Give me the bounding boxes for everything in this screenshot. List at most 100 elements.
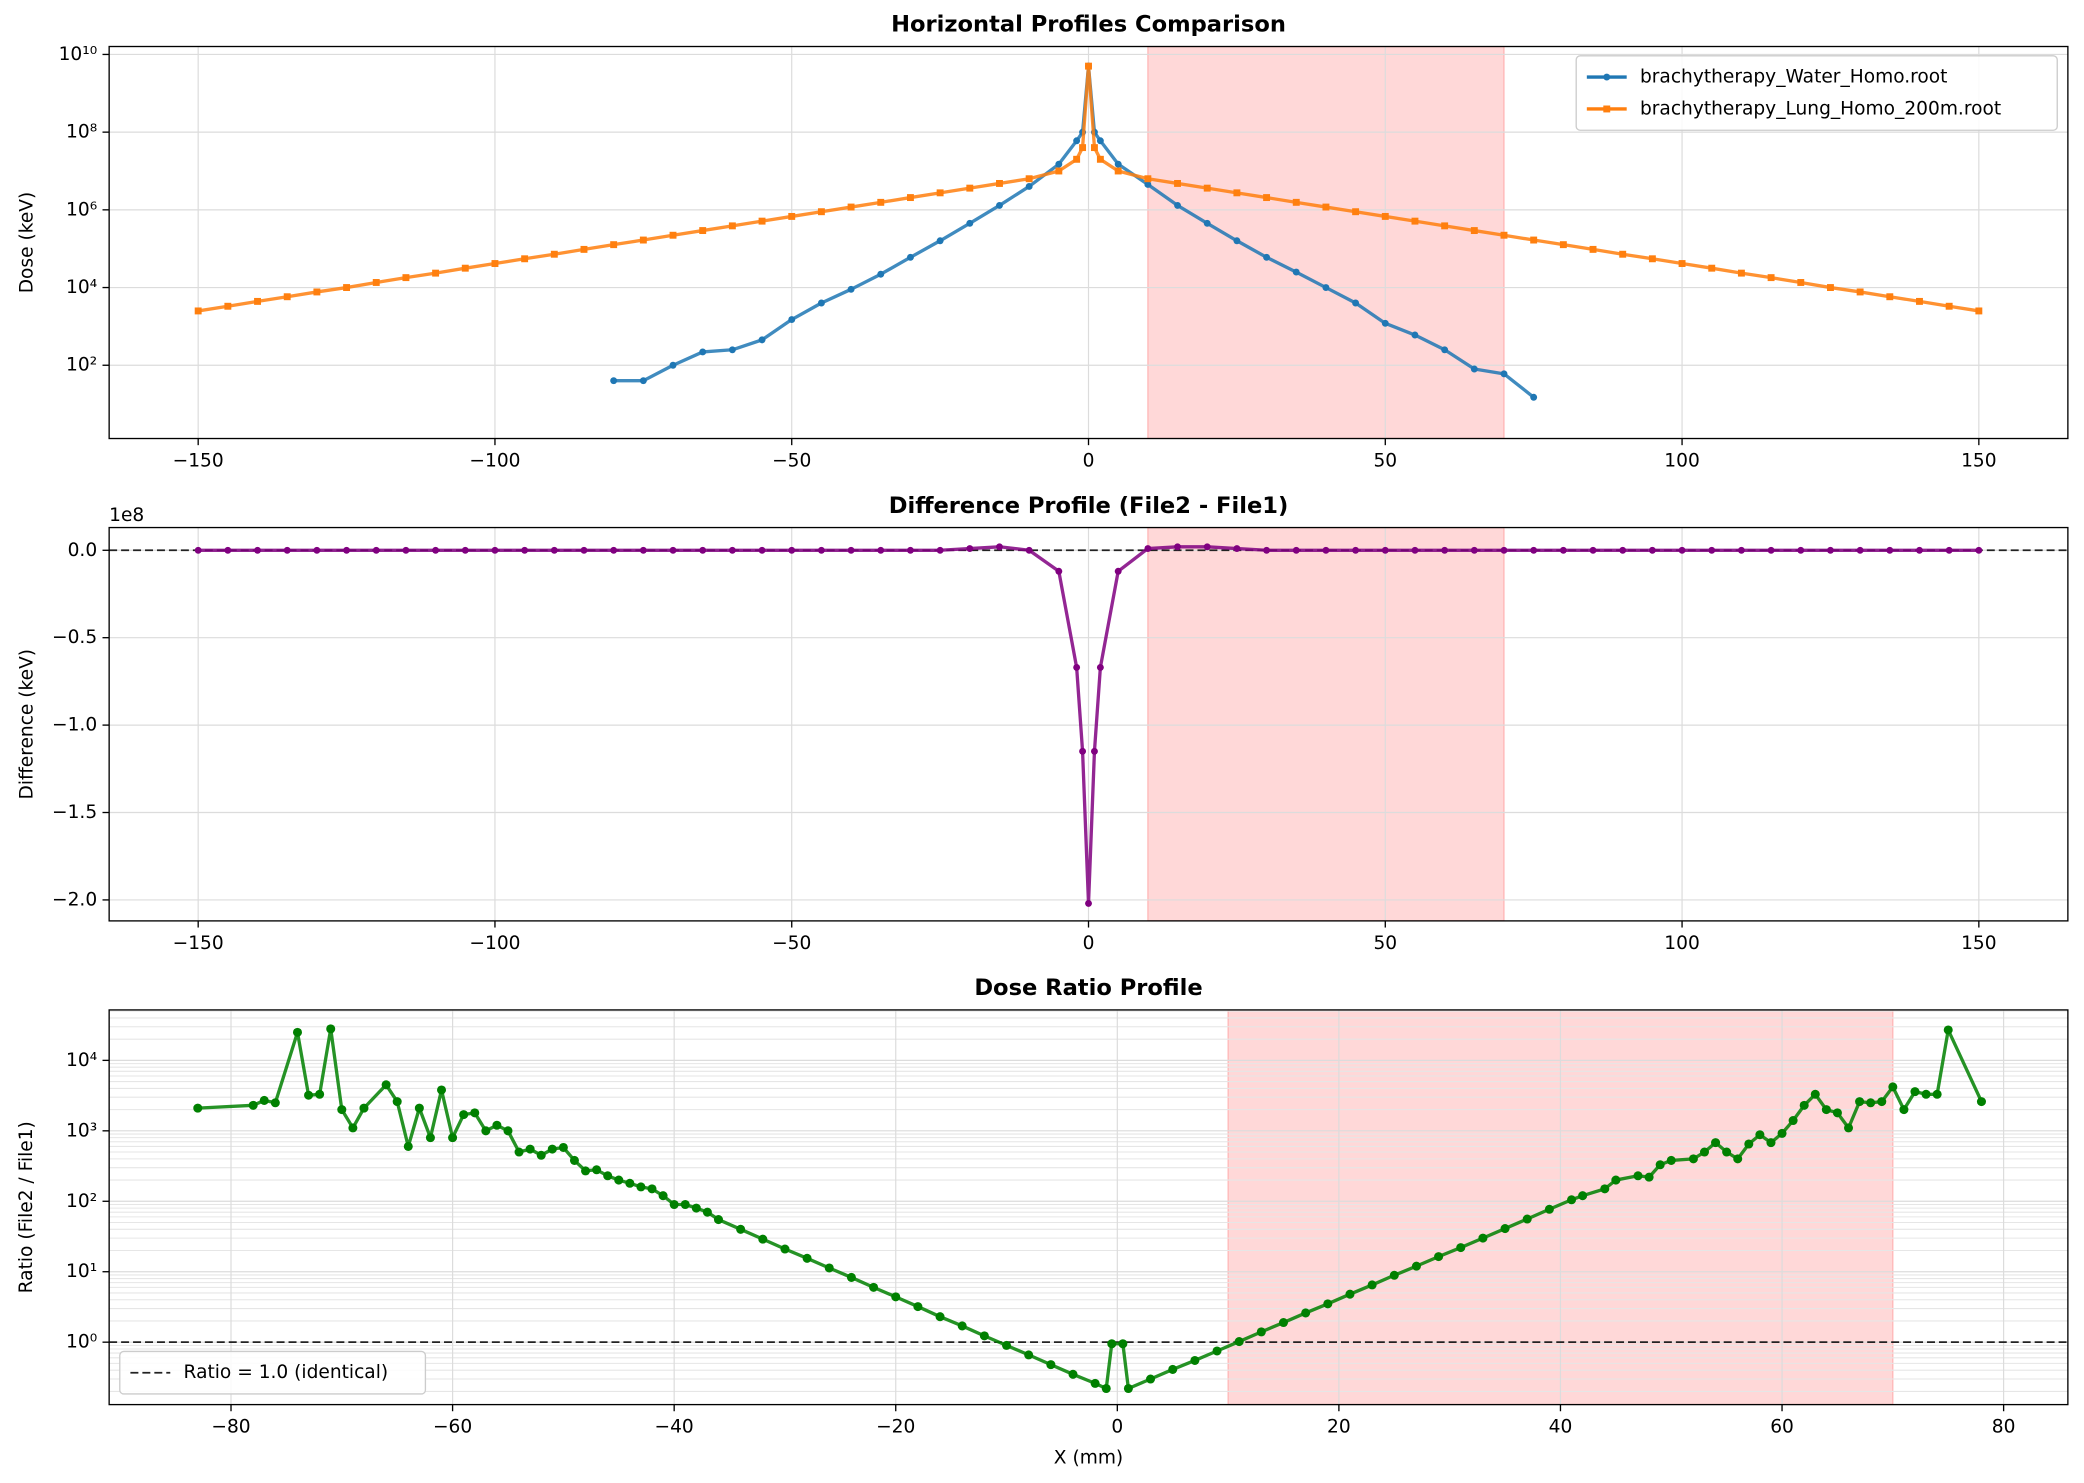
data-point xyxy=(658,1191,668,1201)
data-point xyxy=(343,546,351,554)
y-tick-label: 10⁸ xyxy=(66,122,97,143)
data-point xyxy=(966,219,974,227)
data-point xyxy=(869,1282,879,1292)
y-tick-label: 0.0 xyxy=(68,540,98,561)
data-point xyxy=(1174,201,1181,209)
data-point xyxy=(1544,1204,1554,1214)
data-point xyxy=(1945,546,1953,554)
data-point xyxy=(1073,155,1081,163)
data-point xyxy=(1114,167,1122,175)
plot-area xyxy=(109,46,2068,439)
data-point xyxy=(313,546,321,554)
data-point xyxy=(728,222,736,230)
data-point xyxy=(1345,1289,1355,1299)
data-point xyxy=(1737,546,1745,554)
data-point xyxy=(1711,1138,1721,1148)
x-tick-label: −50 xyxy=(772,451,811,472)
chart-title: Dose Ratio Profile xyxy=(974,975,1202,1001)
data-point xyxy=(1678,546,1686,554)
data-point xyxy=(1203,184,1211,192)
data-point xyxy=(1123,1383,1133,1394)
data-point xyxy=(1826,284,1834,292)
data-point xyxy=(906,253,914,261)
data-point xyxy=(1114,567,1122,575)
x-tick-label: −60 xyxy=(433,1417,472,1438)
data-point xyxy=(1292,546,1300,554)
data-point xyxy=(758,217,766,225)
data-point xyxy=(1589,245,1597,253)
data-point xyxy=(1411,331,1419,339)
data-point xyxy=(1810,1089,1820,1099)
data-point xyxy=(194,546,202,554)
data-point xyxy=(1821,1105,1831,1115)
data-point xyxy=(521,546,529,554)
data-point xyxy=(1090,144,1098,152)
data-point xyxy=(1073,137,1081,145)
data-point xyxy=(1233,189,1241,197)
data-point xyxy=(1263,253,1271,261)
data-point xyxy=(1567,1195,1577,1205)
data-point xyxy=(614,1175,624,1185)
data-point xyxy=(1263,546,1271,554)
data-point xyxy=(1500,546,1508,554)
data-point xyxy=(1678,260,1686,267)
x-tick-label: −40 xyxy=(655,1417,694,1438)
data-point xyxy=(503,1126,513,1136)
x-tick-label: 40 xyxy=(1549,1417,1573,1438)
data-point xyxy=(337,1105,347,1115)
data-point xyxy=(514,1147,524,1157)
data-point xyxy=(1600,1184,1610,1194)
data-point xyxy=(343,284,351,292)
data-point xyxy=(304,1090,314,1100)
data-point xyxy=(1085,899,1092,907)
x-tick-label: 0 xyxy=(1083,933,1095,954)
data-point xyxy=(1322,546,1330,554)
data-point xyxy=(292,1027,303,1037)
data-point xyxy=(1877,1097,1887,1107)
data-point xyxy=(1856,288,1864,296)
x-tick-label: 100 xyxy=(1664,451,1700,472)
data-point xyxy=(1233,237,1241,245)
data-point xyxy=(758,1234,768,1244)
data-point xyxy=(1500,1224,1510,1234)
data-point xyxy=(996,179,1003,187)
data-point xyxy=(847,203,855,211)
data-point xyxy=(461,546,469,554)
legend-box xyxy=(119,1350,427,1395)
data-point xyxy=(1411,1261,1421,1271)
data-point xyxy=(1025,546,1033,554)
data-point xyxy=(1975,546,1983,554)
data-point xyxy=(680,1199,690,1210)
data-point xyxy=(636,1182,646,1192)
data-point xyxy=(935,1312,945,1322)
plot-area xyxy=(109,527,2068,921)
data-point xyxy=(1055,567,1063,575)
data-point xyxy=(1079,747,1087,755)
x-tick-label: −20 xyxy=(876,1417,915,1438)
data-point xyxy=(913,1302,923,1312)
data-point xyxy=(788,212,796,220)
data-point xyxy=(459,1110,469,1120)
data-point xyxy=(1866,1098,1876,1108)
data-point xyxy=(639,236,647,244)
data-point xyxy=(592,1165,602,1175)
data-point xyxy=(1456,1243,1466,1253)
data-point xyxy=(1441,546,1449,554)
data-point xyxy=(1101,1383,1111,1394)
legend: brachytherapy_Water_Homo.root brachythera… xyxy=(1575,55,2058,131)
data-point xyxy=(1655,1160,1665,1170)
data-point xyxy=(1699,1147,1710,1157)
data-point xyxy=(1855,1097,1865,1107)
data-point xyxy=(1832,1108,1842,1118)
data-point xyxy=(1046,1360,1056,1370)
data-point xyxy=(1916,546,1923,554)
data-point xyxy=(372,546,380,554)
x-tick-label: 20 xyxy=(1327,1417,1351,1438)
data-point xyxy=(547,1144,557,1154)
x-tick-label: 150 xyxy=(1961,933,1997,954)
y-tick-label: 10⁴ xyxy=(66,277,97,298)
data-point xyxy=(1233,545,1241,552)
data-point xyxy=(1708,546,1716,554)
shaded-region xyxy=(1147,46,1505,439)
data-point xyxy=(1767,274,1775,282)
